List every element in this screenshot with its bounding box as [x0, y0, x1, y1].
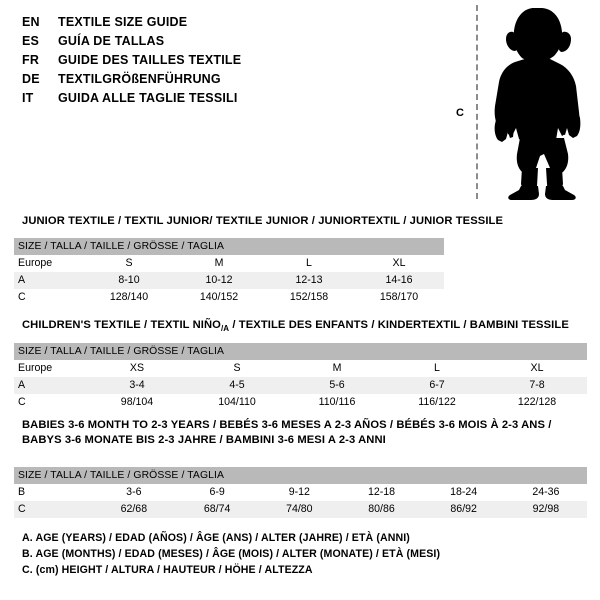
junior-section-heading: JUNIOR TEXTILE / TEXTIL JUNIOR/ TEXTILE … — [22, 215, 504, 227]
babies-size-table: SIZE / TALLA / TAILLE / GRÖSSE / TAGLIA … — [14, 467, 587, 518]
toddler-silhouette-icon — [494, 8, 581, 200]
junior-c-l: 152/158 — [264, 289, 354, 306]
junior-row-a: A 8-10 10-12 12-13 14-16 — [14, 272, 445, 289]
children-europe-xl: XL — [487, 360, 588, 377]
measurement-legend: A. AGE (YEARS) / EDAD (AÑOS) / ÂGE (ANS)… — [22, 530, 582, 578]
children-row-europe: Europe XS S M L XL — [14, 360, 588, 377]
language-code-fr: FR — [22, 53, 40, 67]
language-title-es: GUÍA DE TALLAS — [58, 34, 165, 48]
height-measure-label-c: C — [456, 107, 464, 119]
children-heading-pre: CHILDREN'S TEXTILE / TEXTIL NIÑO — [22, 319, 221, 331]
junior-a-xl: 14-16 — [354, 272, 445, 289]
legend-line-a: A. AGE (YEARS) / EDAD (AÑOS) / ÂGE (ANS)… — [22, 532, 410, 544]
children-row-c-label: C — [14, 394, 87, 411]
babies-section-heading: BABIES 3-6 MONTH TO 2-3 YEARS / BEBÉS 3-… — [22, 418, 551, 448]
children-heading-sub: /A — [220, 324, 230, 334]
junior-size-table: SIZE / TALLA / TAILLE / GRÖSSE / TAGLIA … — [14, 238, 445, 306]
children-size-band-row: SIZE / TALLA / TAILLE / GRÖSSE / TAGLIA — [14, 343, 588, 360]
children-c-l: 116/122 — [387, 394, 487, 411]
language-code-de: DE — [22, 72, 40, 86]
language-title-de: TEXTILGRÖßENFÜHRUNG — [58, 72, 221, 86]
children-europe-s: S — [187, 360, 287, 377]
children-europe-m: M — [287, 360, 387, 377]
children-section-heading: CHILDREN'S TEXTILE / TEXTIL NIÑO/A / TEX… — [22, 318, 569, 336]
babies-c-3-6: 62/68 — [91, 501, 177, 518]
babies-b-24-36: 24-36 — [504, 484, 587, 501]
babies-c-9-12: 74/80 — [258, 501, 341, 518]
children-row-a: A 3-4 4-5 5-6 6-7 7-8 — [14, 377, 588, 394]
language-code-it: IT — [22, 91, 34, 105]
babies-size-band-label: SIZE / TALLA / TAILLE / GRÖSSE / TAGLIA — [14, 467, 587, 484]
babies-row-b-label: B — [14, 484, 92, 501]
babies-heading-line2: BABYS 3-6 MONATE BIS 2-3 JAHRE / BAMBINI… — [22, 434, 386, 446]
babies-b-3-6: 3-6 — [91, 484, 177, 501]
children-a-xs: 3-4 — [87, 377, 187, 394]
language-row-it: IT GUIDA ALLE TAGLIE TESSILI — [22, 89, 422, 108]
language-row-fr: FR GUIDE DES TAILLES TEXTILE — [22, 51, 422, 70]
junior-europe-xl: XL — [354, 255, 445, 272]
babies-c-24-36: 92/98 — [504, 501, 587, 518]
babies-heading-line1: BABIES 3-6 MONTH TO 2-3 YEARS / BEBÉS 3-… — [22, 419, 552, 431]
junior-c-s: 128/140 — [84, 289, 174, 306]
children-a-xl: 7-8 — [487, 377, 588, 394]
junior-europe-m: M — [174, 255, 264, 272]
babies-row-c-label: C — [14, 501, 92, 518]
junior-size-band-label: SIZE / TALLA / TAILLE / GRÖSSE / TAGLIA — [14, 238, 445, 255]
junior-size-band-row: SIZE / TALLA / TAILLE / GRÖSSE / TAGLIA — [14, 238, 445, 255]
height-measurement-figure: C — [440, 0, 600, 210]
legend-line-c: C. (cm) HEIGHT / ALTURA / HAUTEUR / HÖHE… — [22, 564, 313, 576]
children-c-xl: 122/128 — [487, 394, 588, 411]
language-title-en: TEXTILE SIZE GUIDE — [58, 15, 188, 29]
children-europe-xs: XS — [87, 360, 187, 377]
junior-row-c-label: C — [14, 289, 84, 306]
babies-c-12-18: 80/86 — [340, 501, 423, 518]
junior-row-a-label: A — [14, 272, 84, 289]
junior-row-c: C 128/140 140/152 152/158 158/170 — [14, 289, 445, 306]
junior-c-xl: 158/170 — [354, 289, 445, 306]
babies-b-9-12: 9-12 — [258, 484, 341, 501]
junior-c-m: 140/152 — [174, 289, 264, 306]
children-c-m: 110/116 — [287, 394, 387, 411]
language-code-en: EN — [22, 15, 40, 29]
children-size-band-label: SIZE / TALLA / TAILLE / GRÖSSE / TAGLIA — [14, 343, 588, 360]
children-europe-l: L — [387, 360, 487, 377]
junior-europe-l: L — [264, 255, 354, 272]
children-heading-post: / TEXTILE DES ENFANTS / KINDERTEXTIL / B… — [229, 319, 569, 331]
junior-a-l: 12-13 — [264, 272, 354, 289]
language-row-de: DE TEXTILGRÖßENFÜHRUNG — [22, 70, 422, 89]
babies-row-b: B 3-6 6-9 9-12 12-18 18-24 24-36 — [14, 484, 587, 501]
children-row-a-label: A — [14, 377, 87, 394]
children-c-s: 104/110 — [187, 394, 287, 411]
junior-a-s: 8-10 — [84, 272, 174, 289]
children-size-table: SIZE / TALLA / TAILLE / GRÖSSE / TAGLIA … — [14, 343, 588, 411]
children-row-c: C 98/104 104/110 110/116 116/122 122/128 — [14, 394, 588, 411]
children-c-xs: 98/104 — [87, 394, 187, 411]
language-row-en: EN TEXTILE SIZE GUIDE — [22, 13, 422, 32]
language-title-list: EN TEXTILE SIZE GUIDE ES GUÍA DE TALLAS … — [22, 13, 422, 108]
babies-b-18-24: 18-24 — [422, 484, 505, 501]
babies-b-6-9: 6-9 — [176, 484, 259, 501]
babies-row-c: C 62/68 68/74 74/80 80/86 86/92 92/98 — [14, 501, 587, 518]
children-a-l: 6-7 — [387, 377, 487, 394]
junior-a-m: 10-12 — [174, 272, 264, 289]
babies-c-18-24: 86/92 — [422, 501, 505, 518]
language-title-fr: GUIDE DES TAILLES TEXTILE — [58, 53, 242, 67]
junior-europe-s: S — [84, 255, 174, 272]
language-title-it: GUIDA ALLE TAGLIE TESSILI — [58, 91, 238, 105]
children-a-s: 4-5 — [187, 377, 287, 394]
children-a-m: 5-6 — [287, 377, 387, 394]
children-row-europe-label: Europe — [14, 360, 87, 377]
babies-b-12-18: 12-18 — [340, 484, 423, 501]
height-dashed-line — [476, 5, 478, 199]
junior-row-europe: Europe S M L XL — [14, 255, 445, 272]
junior-row-europe-label: Europe — [14, 255, 84, 272]
babies-c-6-9: 68/74 — [176, 501, 259, 518]
legend-line-b: B. AGE (MONTHS) / EDAD (MESES) / ÂGE (MO… — [22, 548, 441, 560]
language-code-es: ES — [22, 34, 40, 48]
language-row-es: ES GUÍA DE TALLAS — [22, 32, 422, 51]
babies-size-band-row: SIZE / TALLA / TAILLE / GRÖSSE / TAGLIA — [14, 467, 587, 484]
